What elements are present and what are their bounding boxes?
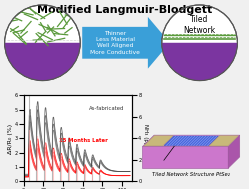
Wedge shape (162, 43, 237, 81)
Polygon shape (164, 136, 218, 146)
Polygon shape (209, 136, 238, 146)
Polygon shape (228, 135, 240, 168)
Text: Modified Langmuir-Blodgett: Modified Langmuir-Blodgett (37, 5, 212, 15)
Circle shape (162, 5, 237, 81)
Polygon shape (142, 135, 240, 146)
Polygon shape (144, 136, 173, 146)
Text: 15 Months Later: 15 Months Later (60, 138, 108, 143)
Polygon shape (82, 17, 170, 69)
Text: Thinner
Less Material
Well Aligned
More Conductive: Thinner Less Material Well Aligned More … (90, 31, 140, 55)
Wedge shape (5, 43, 80, 81)
Text: Tiled
Network: Tiled Network (184, 15, 216, 35)
Circle shape (5, 5, 80, 81)
Y-axis label: NH₃ (ppm): NH₃ (ppm) (143, 124, 148, 153)
Text: Tiled Network Structure PtSe₂: Tiled Network Structure PtSe₂ (152, 172, 230, 177)
Y-axis label: ΔR/R₀ (%): ΔR/R₀ (%) (8, 123, 13, 153)
Polygon shape (142, 146, 228, 168)
Text: As-fabricated: As-fabricated (89, 106, 124, 111)
